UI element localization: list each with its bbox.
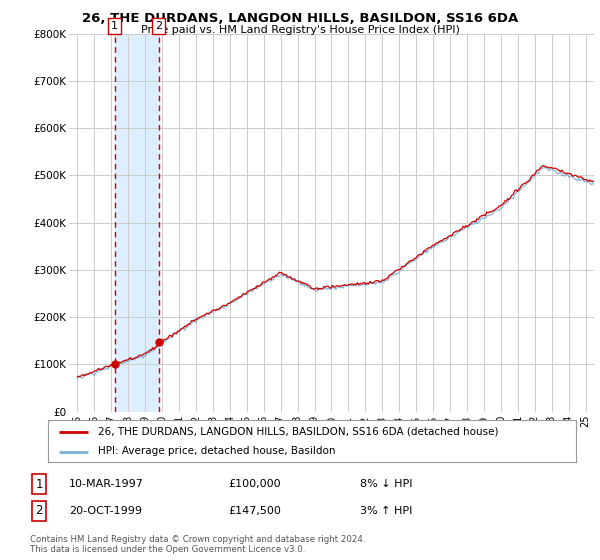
Text: £100,000: £100,000	[228, 479, 281, 489]
Text: 26, THE DURDANS, LANGDON HILLS, BASILDON, SS16 6DA: 26, THE DURDANS, LANGDON HILLS, BASILDON…	[82, 12, 518, 25]
Text: 2: 2	[155, 21, 163, 31]
Text: 26, THE DURDANS, LANGDON HILLS, BASILDON, SS16 6DA (detached house): 26, THE DURDANS, LANGDON HILLS, BASILDON…	[98, 427, 499, 437]
Text: 3% ↑ HPI: 3% ↑ HPI	[360, 506, 412, 516]
Text: Contains HM Land Registry data © Crown copyright and database right 2024.
This d: Contains HM Land Registry data © Crown c…	[30, 535, 365, 554]
Text: 1: 1	[111, 21, 118, 31]
Text: 20-OCT-1999: 20-OCT-1999	[69, 506, 142, 516]
Text: 1: 1	[35, 478, 43, 491]
Text: £147,500: £147,500	[228, 506, 281, 516]
Text: Price paid vs. HM Land Registry's House Price Index (HPI): Price paid vs. HM Land Registry's House …	[140, 25, 460, 35]
Text: 10-MAR-1997: 10-MAR-1997	[69, 479, 144, 489]
Text: HPI: Average price, detached house, Basildon: HPI: Average price, detached house, Basi…	[98, 446, 335, 456]
Bar	[115, 34, 159, 412]
Text: 2: 2	[35, 504, 43, 517]
Text: 8% ↓ HPI: 8% ↓ HPI	[360, 479, 413, 489]
